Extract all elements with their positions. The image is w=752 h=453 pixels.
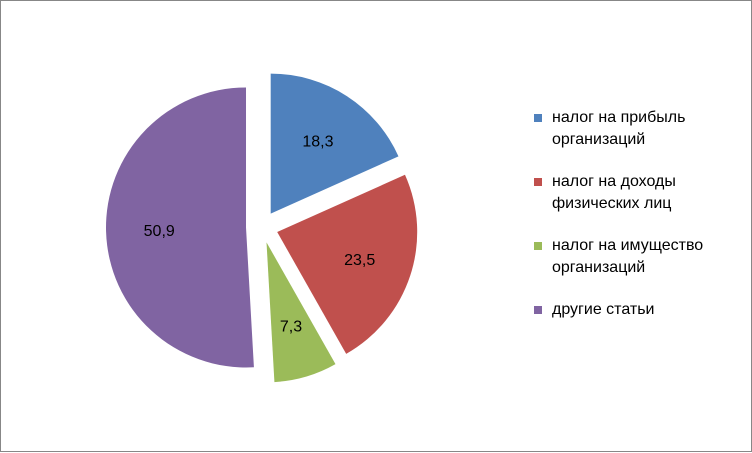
legend-swatch-profit-tax xyxy=(534,114,542,122)
legend: налог на прибыль организаций налог на до… xyxy=(534,107,744,341)
legend-swatch-other xyxy=(534,306,542,314)
legend-item-other: другие статьи xyxy=(534,299,744,321)
legend-label-other: другие статьи xyxy=(552,301,655,318)
legend-item-property-tax: налог на имущество организаций xyxy=(534,235,744,279)
legend-item-income-tax: налог на доходы физических лиц xyxy=(534,171,744,215)
data-label-income-tax: 23,5 xyxy=(344,252,375,269)
legend-swatch-property-tax xyxy=(534,242,542,250)
pie-slice-other xyxy=(106,87,254,368)
legend-label-profit-tax: налог на прибыль организаций xyxy=(552,109,686,148)
data-label-profit-tax: 18,3 xyxy=(302,134,333,151)
pie-slice-income-tax xyxy=(277,174,418,354)
legend-label-property-tax: налог на имущество организаций xyxy=(552,237,704,276)
pie-slice-profit-tax xyxy=(270,73,399,214)
legend-swatch-income-tax xyxy=(534,178,542,186)
legend-item-profit-tax: налог на прибыль организаций xyxy=(534,107,744,151)
pie-slice-property-tax xyxy=(266,242,336,383)
legend-label-income-tax: налог на доходы физических лиц xyxy=(552,173,676,212)
data-label-other: 50,9 xyxy=(144,223,175,240)
data-label-property-tax: 7,3 xyxy=(280,319,302,336)
